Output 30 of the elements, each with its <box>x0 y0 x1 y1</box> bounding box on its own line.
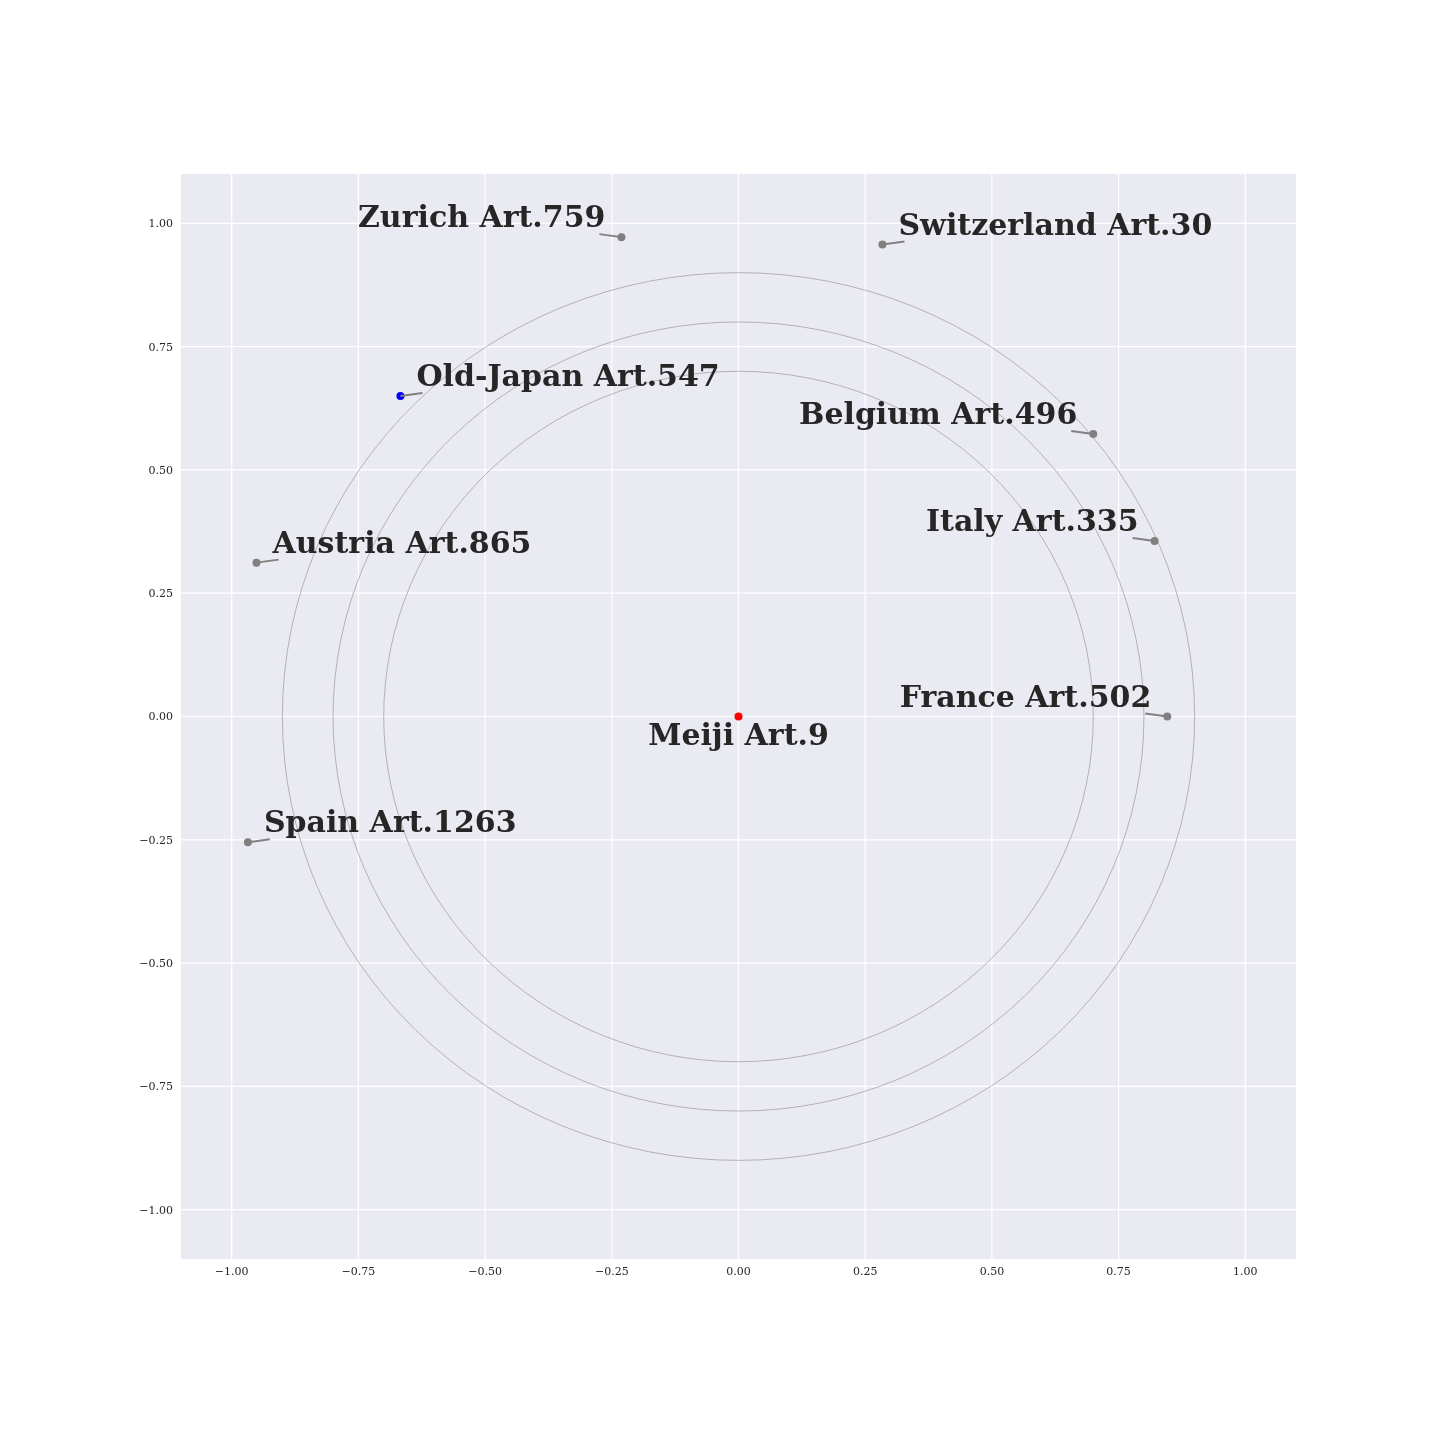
point <box>1089 429 1098 438</box>
x-tick-label: −1.00 <box>214 1264 249 1278</box>
y-tick-label: 0.00 <box>148 710 173 724</box>
y-tick-label: −0.75 <box>139 1080 173 1094</box>
y-tick-label: 0.75 <box>148 340 173 354</box>
annotation: Spain Art.1263 <box>263 804 517 840</box>
annotation: France Art.502 <box>899 678 1152 714</box>
x-tick-label: −0.50 <box>468 1264 502 1278</box>
annotation: Switzerland Art.30 <box>898 206 1213 242</box>
x-tick-label: 0.50 <box>979 1264 1005 1278</box>
x-tick-label: 0.25 <box>852 1264 878 1278</box>
annotation: Meiji Art.9 <box>648 716 829 752</box>
y-tick-label: −0.50 <box>139 957 173 970</box>
x-tick-label: 0.75 <box>1106 1264 1131 1278</box>
annotation: Zurich Art.759 <box>357 199 606 235</box>
point <box>243 838 252 847</box>
x-tick-label: 1.00 <box>1233 1264 1258 1278</box>
annotation: Old-Japan Art.547 <box>416 357 720 393</box>
point <box>617 233 626 242</box>
x-tick-label: −0.75 <box>341 1264 376 1278</box>
annotation: Italy Art.335 <box>925 502 1139 538</box>
y-tick-label: 0.50 <box>148 463 173 477</box>
annotation: Austria Art.865 <box>271 524 532 560</box>
y-tick-label: −1.00 <box>139 1203 173 1217</box>
y-tick-label: 1.00 <box>148 217 173 231</box>
y-tick-label: 0.25 <box>148 587 173 601</box>
y-tick-label: −0.25 <box>139 833 173 847</box>
x-tick-label: 0.00 <box>726 1264 751 1278</box>
x-tick-label: −0.25 <box>594 1264 629 1278</box>
annotation: Belgium Art.496 <box>799 395 1078 431</box>
